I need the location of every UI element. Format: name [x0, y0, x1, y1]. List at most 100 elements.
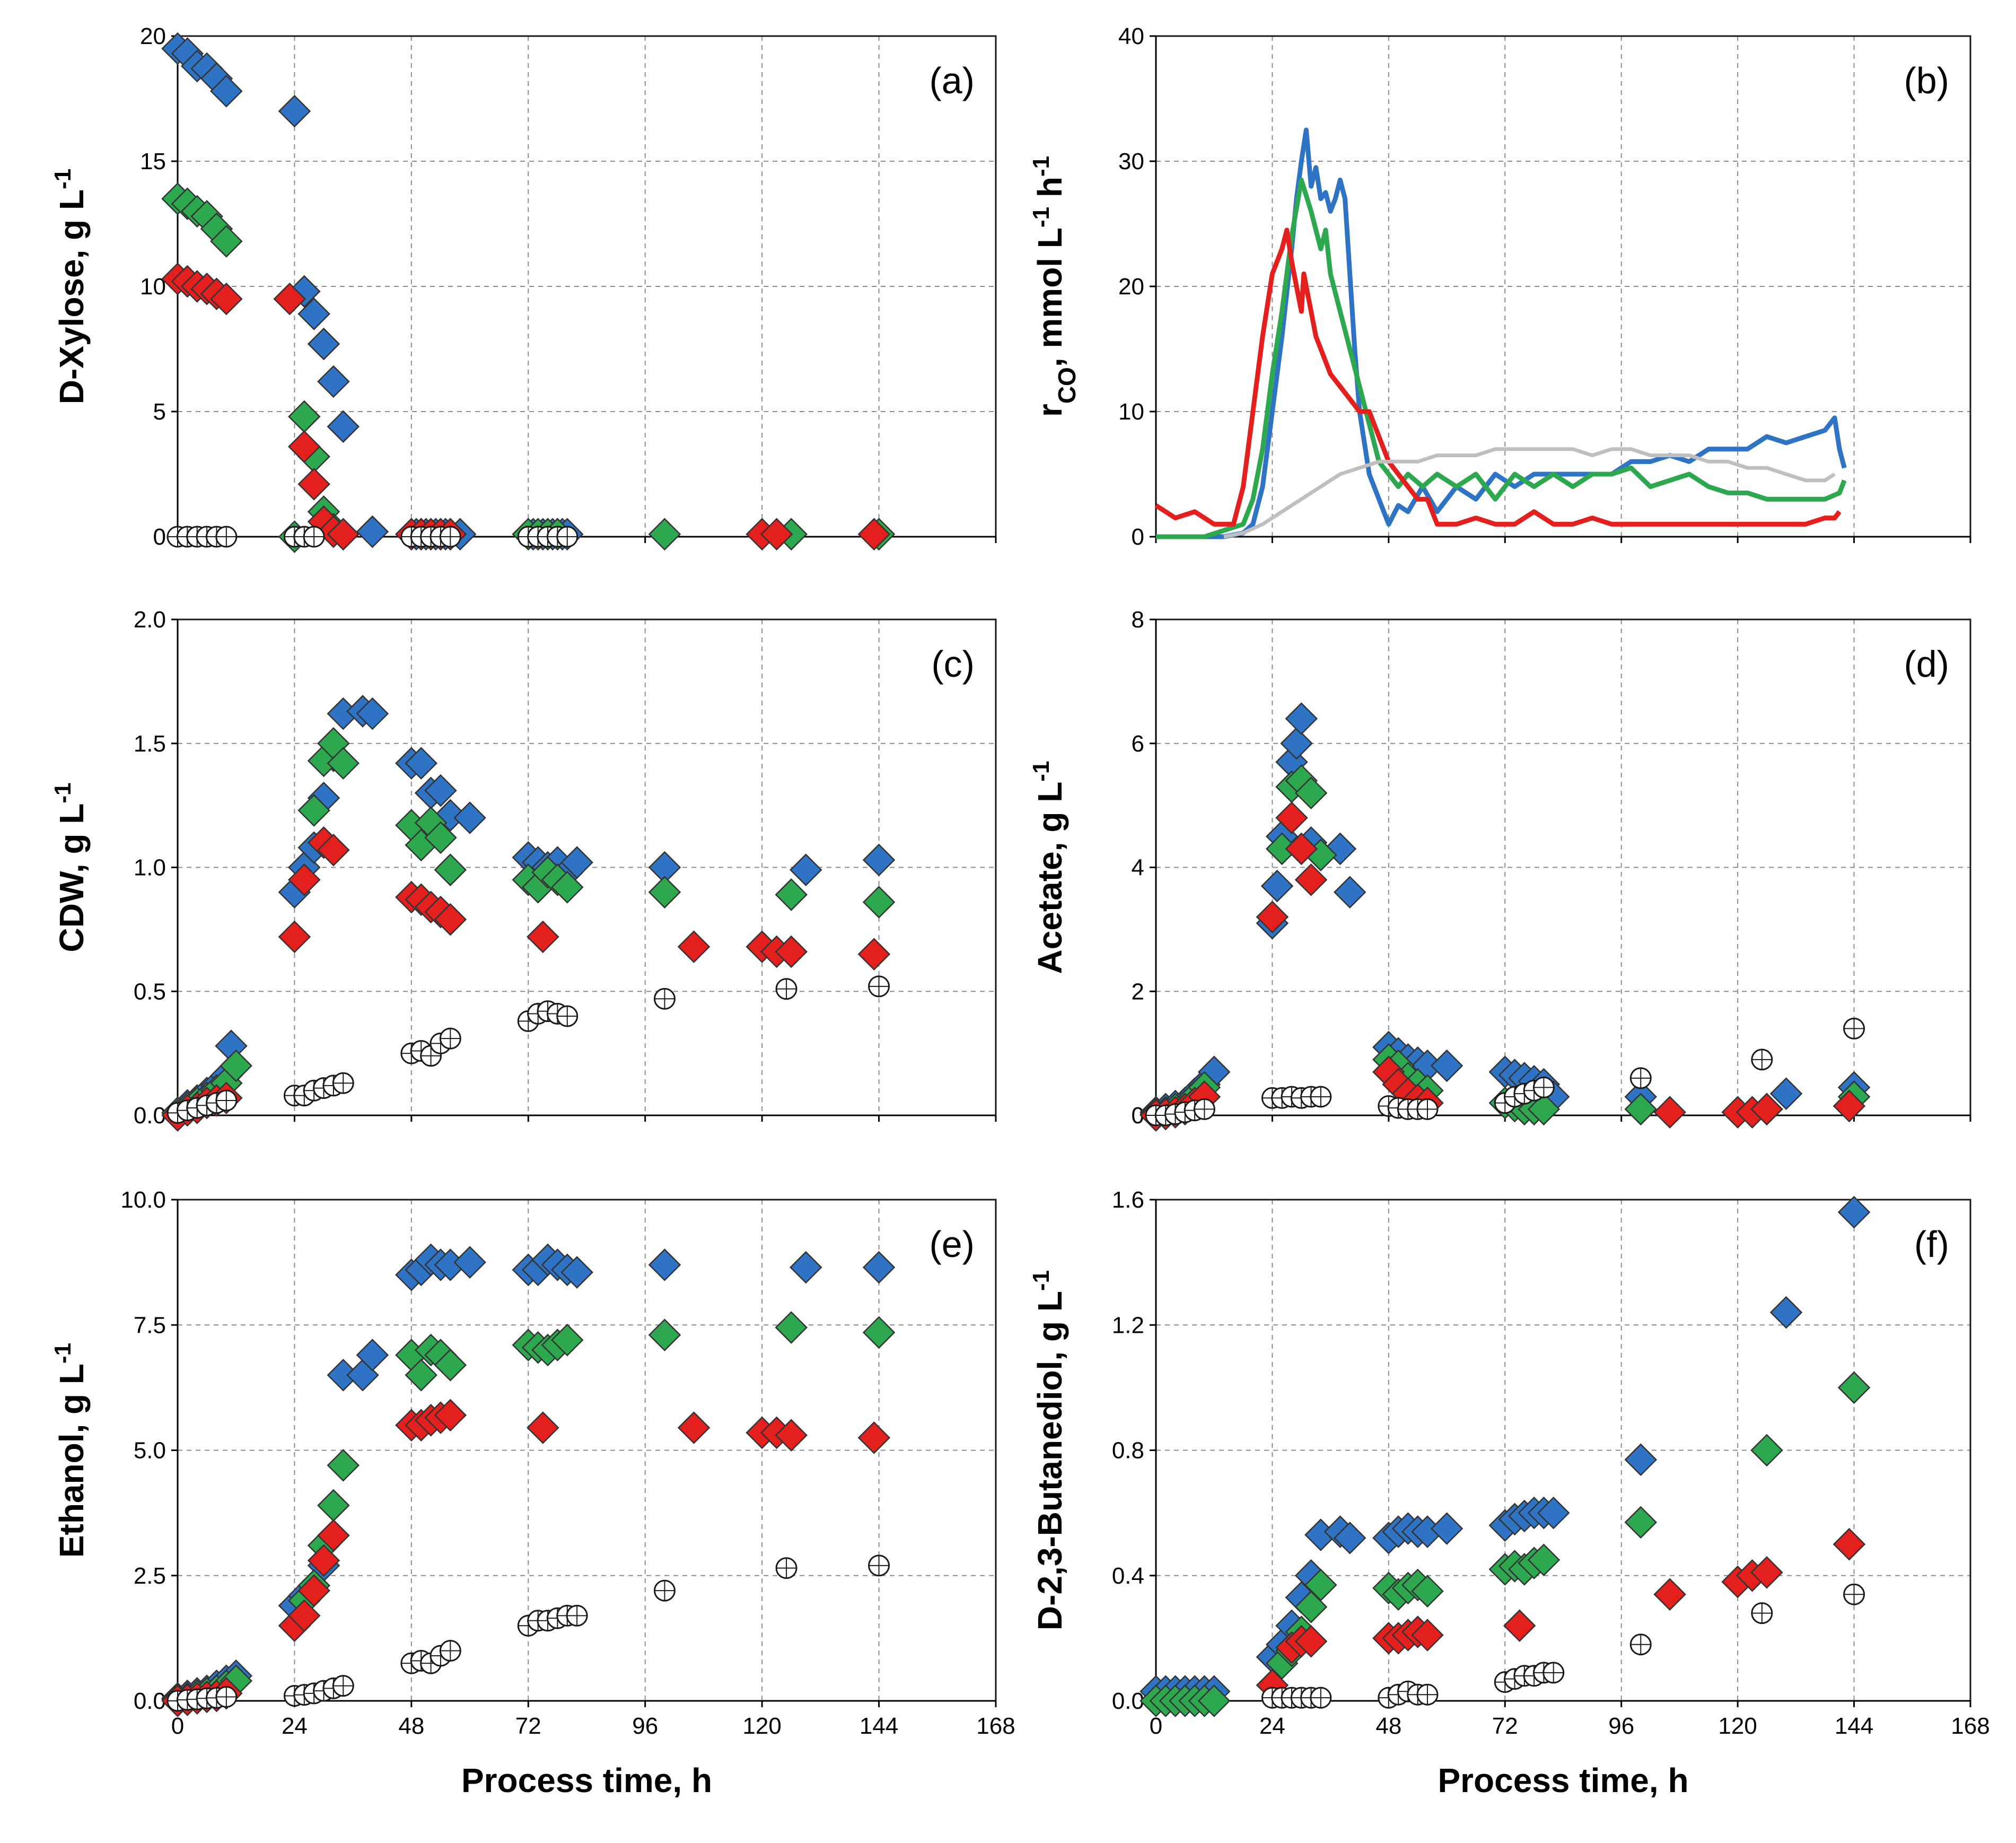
panel-tag: (c): [931, 643, 975, 685]
point-blue: [210, 75, 243, 108]
y-axis-label: CDW, g L-1: [50, 783, 91, 953]
point-red: [527, 1411, 559, 1444]
point-blue: [1430, 1049, 1463, 1082]
point-green: [862, 886, 896, 919]
point-red: [857, 938, 891, 971]
point-green: [1294, 776, 1328, 810]
point-blue: [1769, 1077, 1803, 1110]
panel-tag: (f): [1914, 1224, 1949, 1265]
x-tick-label: 144: [1835, 1713, 1873, 1739]
y-axis-label-rest: , mmol L: [1031, 228, 1069, 367]
point-green: [1750, 1434, 1783, 1467]
point-green: [1197, 1684, 1231, 1717]
y-tick-label: 20: [140, 23, 166, 49]
y-axis-label-text: D-Xylose, g L: [52, 189, 91, 404]
point-green: [288, 400, 321, 433]
y-axis-label-mid: h: [1031, 177, 1069, 207]
y-axis-label-text: r: [1031, 404, 1069, 417]
panel-tag: (a): [929, 60, 975, 101]
point-green: [220, 1049, 252, 1082]
point-blue: [1333, 876, 1366, 909]
y-axis-label-sup: -1: [50, 1343, 76, 1364]
point-green: [327, 747, 360, 780]
point-green: [210, 225, 243, 258]
point-red: [677, 1411, 711, 1444]
point-blue: [327, 410, 360, 443]
point-blue: [1280, 727, 1313, 760]
point-green: [1527, 1543, 1561, 1576]
point-red: [1294, 1625, 1328, 1658]
series-control: [1261, 1583, 1865, 1709]
point-green: [862, 1316, 896, 1349]
x-axis-label: Process time, h: [461, 1761, 712, 1800]
point-green: [775, 1311, 808, 1344]
y-axis-label-text: CDW, g L: [52, 803, 91, 953]
y-axis-label: Acetate, g L-1: [1028, 761, 1070, 974]
series-red: [161, 1399, 891, 1717]
y-tick-label: 4: [1132, 855, 1144, 881]
point-red: [434, 903, 467, 936]
x-tick-label: 48: [1375, 1713, 1401, 1739]
panel-tag: (d): [1904, 643, 1949, 685]
point-red: [288, 863, 321, 896]
point-red: [288, 430, 321, 463]
y-axis-label-sup: -1: [50, 169, 76, 189]
y-tick-label: 1.0: [134, 855, 166, 881]
point-blue: [560, 846, 593, 879]
y-tick-label: 30: [1118, 149, 1144, 174]
point-red: [210, 282, 243, 316]
panel-c: 0.0 0.5 1.0 1.5 2.0 (c) CDW, g L-1: [50, 607, 997, 1132]
point-green: [550, 871, 584, 904]
point-blue: [790, 1251, 822, 1284]
line-green: [1156, 177, 1847, 539]
x-tick-label: 24: [1259, 1713, 1285, 1739]
series-green: [1156, 177, 1847, 539]
y-tick-label: 0: [153, 524, 166, 550]
x-tick-label: 0: [1150, 1713, 1162, 1739]
series-control: [166, 526, 578, 548]
y-axis-label: rCO, mmol L-1 h-1: [1028, 156, 1081, 417]
point-blue: [1430, 1512, 1463, 1545]
series-red: [1154, 228, 1842, 527]
point-green: [405, 1358, 437, 1392]
point-red: [857, 518, 891, 551]
point-red: [278, 920, 311, 954]
point-green: [317, 1489, 350, 1522]
point-green: [648, 1318, 681, 1351]
point-green: [434, 1349, 467, 1382]
point-blue: [862, 843, 896, 877]
panel-a: 0 5 10 15 20 (a) D-Xylose, g L-1: [50, 23, 997, 553]
point-red: [1653, 1578, 1686, 1611]
point-red: [317, 834, 350, 867]
point-red: [327, 518, 360, 551]
point-green: [648, 518, 681, 551]
point-blue: [1260, 869, 1294, 903]
point-green: [648, 876, 681, 909]
y-tick-label: 0.0: [134, 1688, 166, 1714]
point-blue: [560, 1256, 593, 1289]
y-axis-label-text: Ethanol, g L: [52, 1364, 91, 1558]
series-red: [161, 263, 891, 551]
point-blue: [1624, 1443, 1658, 1476]
y-tick-label: 20: [1118, 274, 1144, 300]
x-tick-label: 48: [398, 1713, 424, 1739]
y-tick-label: 8: [1132, 607, 1144, 633]
point-blue: [1285, 702, 1318, 735]
series-control: [166, 975, 890, 1124]
point-blue: [424, 774, 457, 807]
panel-tag: (e): [929, 1224, 975, 1265]
series-control: [1145, 1017, 1865, 1126]
point-red: [1750, 1556, 1783, 1589]
point-blue: [1837, 1195, 1871, 1229]
y-axis-label-text: D-2,3-Butanediol, g L: [1031, 1291, 1069, 1630]
x-tick-label: 0: [171, 1713, 184, 1739]
point-blue: [453, 801, 486, 834]
point-blue: [453, 1246, 486, 1279]
series-control: [166, 1554, 890, 1712]
y-axis-label-sup: -1: [1028, 156, 1054, 177]
point-blue: [356, 515, 389, 548]
point-green: [550, 1323, 584, 1357]
point-green: [1837, 1371, 1871, 1404]
